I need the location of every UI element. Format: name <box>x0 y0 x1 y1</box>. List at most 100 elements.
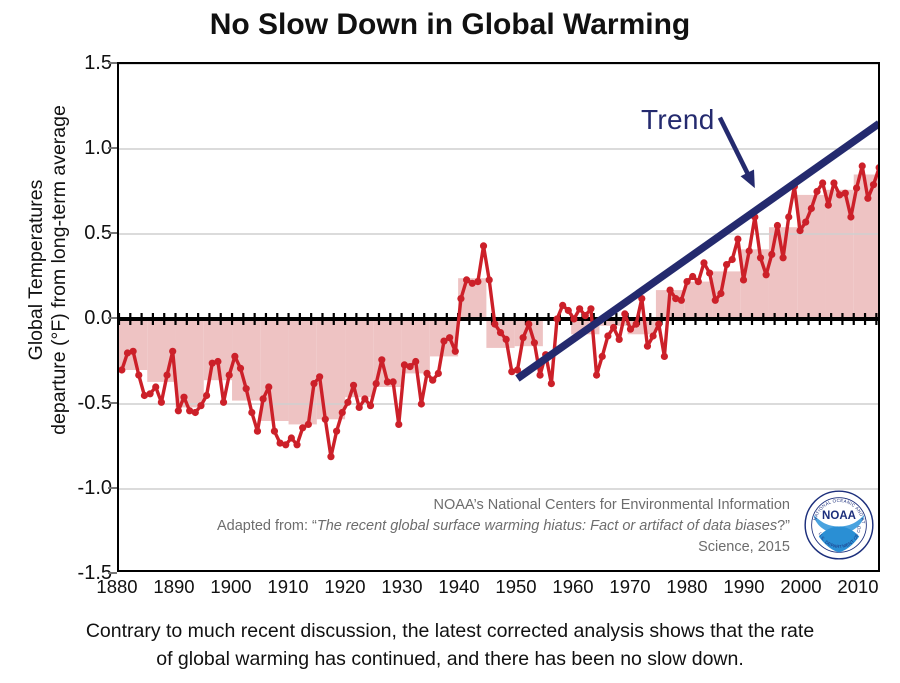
data-point-marker <box>457 295 465 303</box>
plot-area <box>117 62 880 572</box>
data-point-marker <box>638 295 646 303</box>
trend-annotation-label: Trend <box>641 104 715 135</box>
data-point-marker <box>186 407 194 415</box>
data-point-marker <box>762 271 770 279</box>
data-point-marker <box>169 347 177 355</box>
data-point-marker <box>123 349 132 357</box>
x-tick-label-1990: 1990 <box>723 576 765 597</box>
data-point-marker <box>152 383 160 391</box>
data-point-marker <box>672 295 680 303</box>
x-tick-label-1920: 1920 <box>324 576 366 597</box>
y-tick-label-4: 0.0 <box>84 307 112 329</box>
data-point-marker <box>598 352 606 360</box>
data-point-marker <box>355 403 363 411</box>
data-point-marker <box>468 279 476 287</box>
figure-caption: Contrary to much recent discussion, the … <box>40 617 860 673</box>
x-tick-label-2010: 2010 <box>837 576 879 597</box>
gridlines <box>119 64 878 490</box>
data-point-marker <box>802 218 810 226</box>
data-point-marker <box>366 402 375 410</box>
data-point-marker <box>739 276 748 284</box>
data-point-marker <box>689 272 697 281</box>
trend-arrow <box>717 116 755 189</box>
data-point-marker <box>214 357 222 366</box>
data-point-marker <box>830 179 838 187</box>
data-point-marker <box>536 371 544 379</box>
data-point-marker <box>643 342 652 350</box>
data-point-marker <box>660 352 669 360</box>
data-point-marker <box>287 434 295 442</box>
five-year-average-bar <box>260 319 289 421</box>
y-tick-mark-4 <box>108 317 117 319</box>
data-point-marker <box>333 427 341 435</box>
data-point-marker <box>395 420 403 428</box>
data-point-marker <box>338 408 346 417</box>
x-tick-label-1970: 1970 <box>609 576 651 597</box>
data-point-marker <box>316 373 324 381</box>
y-tick-label-3: 0.5 <box>84 222 112 244</box>
data-point-marker <box>852 184 861 192</box>
data-point-marker <box>191 408 199 417</box>
y-tick-label-2: 1.0 <box>84 137 112 159</box>
x-tick-label-1890: 1890 <box>153 576 195 597</box>
data-point-marker <box>496 329 505 337</box>
data-point-marker <box>592 371 601 379</box>
data-point-marker <box>722 261 731 269</box>
data-point-marker <box>225 371 233 379</box>
caption-line-2: of global warming has continued, and the… <box>156 648 744 670</box>
data-point-marker <box>429 376 437 384</box>
data-point-marker <box>626 325 635 333</box>
data-point-marker <box>412 357 420 366</box>
data-point-marker <box>609 323 618 332</box>
y-tick-label-6: -1.0 <box>77 477 112 499</box>
data-point-marker <box>293 441 301 449</box>
data-point-marker <box>231 352 239 360</box>
data-point-marker <box>796 227 804 235</box>
data-point-marker <box>135 371 143 379</box>
x-tick-label-1950: 1950 <box>495 576 537 597</box>
source-adapted-prefix: Adapted from: “ <box>216 518 317 534</box>
data-point-marker <box>259 395 267 403</box>
x-tick-label-1880: 1880 <box>96 576 138 597</box>
data-point-marker <box>129 347 137 355</box>
y-tick-mark-2 <box>108 147 117 149</box>
data-point-marker <box>451 347 459 355</box>
data-point-marker <box>270 427 279 435</box>
y-tick-label-1: 1.5 <box>84 52 112 74</box>
data-point-marker <box>706 269 714 277</box>
data-point-marker <box>649 332 657 340</box>
data-point-marker <box>208 359 216 367</box>
data-point-marker <box>321 415 329 423</box>
noaa-logo-text: NOAA <box>822 510 857 522</box>
data-point-marker <box>813 187 821 196</box>
five-year-average-bars <box>119 174 878 425</box>
trend-arrow-shaft <box>717 116 752 178</box>
y-tick-mark-5 <box>108 402 117 404</box>
data-point-marker <box>361 395 369 403</box>
y-axis-title-line2: departure (°F) from long-term average <box>48 105 70 435</box>
data-point-marker <box>711 296 719 304</box>
data-point-marker <box>807 204 815 213</box>
data-point-marker <box>570 315 578 323</box>
data-point-marker <box>248 408 256 417</box>
data-point-marker <box>745 247 753 255</box>
data-point-marker <box>265 383 273 391</box>
five-year-average-bar <box>599 319 628 326</box>
data-point-marker <box>434 369 442 377</box>
chart-canvas <box>119 64 878 490</box>
data-point-marker <box>219 398 228 406</box>
x-tick-label-1940: 1940 <box>438 576 480 597</box>
data-point-marker <box>768 250 776 258</box>
data-point-marker <box>446 334 454 342</box>
y-tick-mark-7 <box>108 572 117 574</box>
data-point-marker <box>677 296 685 304</box>
data-point-marker <box>836 191 844 199</box>
data-point-marker <box>276 439 284 447</box>
five-year-average-bar <box>288 319 317 425</box>
data-point-marker <box>581 312 589 320</box>
data-point-marker <box>253 427 262 435</box>
data-point-marker <box>824 201 832 209</box>
x-tick-label-1960: 1960 <box>552 576 594 597</box>
data-point-marker <box>157 398 165 406</box>
data-point-marker <box>440 337 448 345</box>
